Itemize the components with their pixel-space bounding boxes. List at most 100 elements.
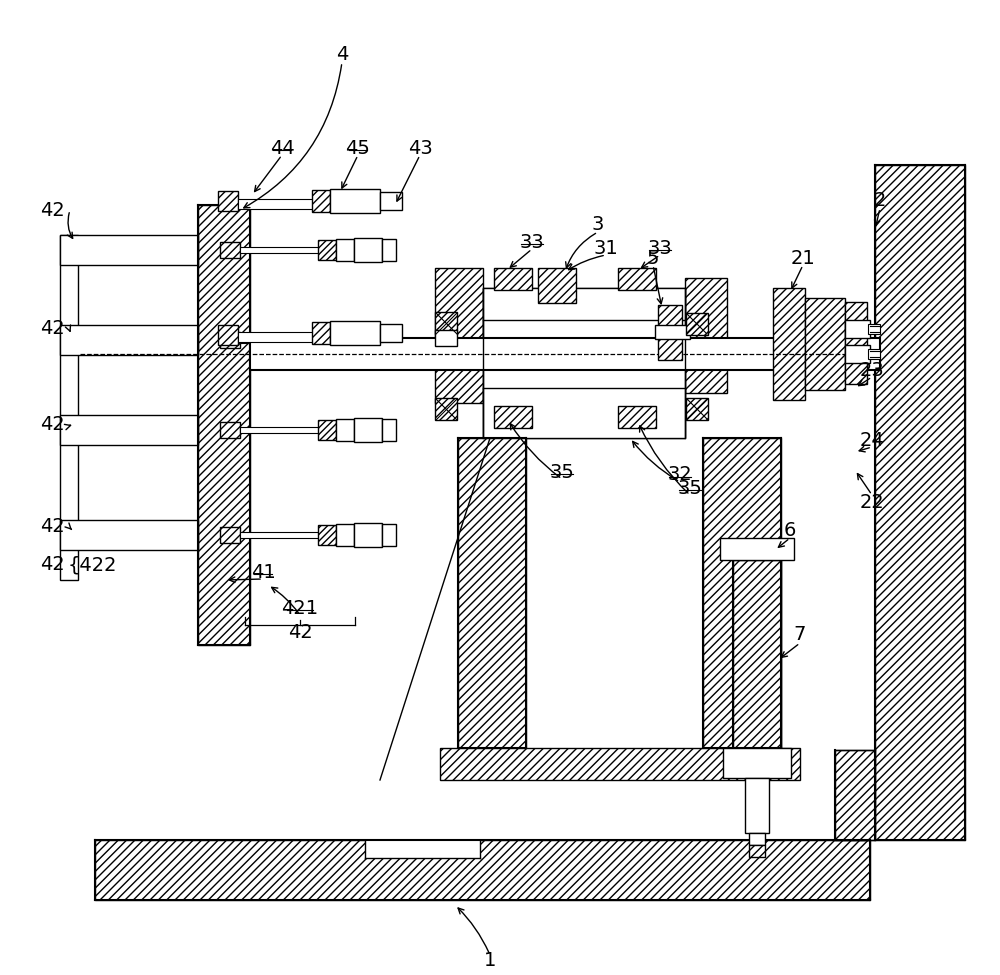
- Bar: [318, 330, 336, 350]
- Bar: [618, 406, 656, 428]
- Bar: [354, 523, 382, 547]
- Text: 7: 7: [794, 626, 806, 644]
- Text: 24: 24: [860, 431, 884, 449]
- Bar: [354, 418, 382, 442]
- Bar: [330, 189, 380, 213]
- Bar: [745, 778, 769, 833]
- Bar: [60, 415, 198, 445]
- Text: 45: 45: [346, 138, 370, 158]
- Text: 5: 5: [647, 249, 659, 267]
- Bar: [483, 288, 685, 338]
- Text: 42: 42: [40, 518, 64, 536]
- Text: 35: 35: [550, 462, 574, 482]
- Text: 1: 1: [484, 951, 496, 969]
- Text: 41: 41: [251, 563, 275, 581]
- Bar: [354, 238, 382, 262]
- Bar: [218, 325, 238, 345]
- Text: 31: 31: [594, 239, 618, 257]
- Text: 421: 421: [281, 599, 319, 617]
- Bar: [440, 748, 800, 780]
- Bar: [483, 288, 685, 438]
- Bar: [382, 419, 396, 441]
- Text: 33: 33: [520, 232, 544, 252]
- Bar: [336, 329, 354, 351]
- Text: 43: 43: [408, 138, 432, 158]
- Text: 42: 42: [40, 556, 64, 574]
- Bar: [240, 247, 375, 253]
- Bar: [238, 332, 383, 342]
- Bar: [703, 438, 781, 748]
- Bar: [618, 268, 656, 290]
- Bar: [60, 520, 198, 550]
- Bar: [354, 328, 382, 352]
- Bar: [336, 524, 354, 546]
- Bar: [382, 329, 396, 351]
- Text: {422: {422: [68, 556, 118, 574]
- Bar: [60, 235, 78, 580]
- Bar: [805, 298, 845, 390]
- Bar: [336, 419, 354, 441]
- Bar: [458, 438, 526, 748]
- Bar: [868, 349, 880, 359]
- Bar: [686, 313, 708, 335]
- Text: 42: 42: [40, 201, 64, 219]
- Bar: [686, 398, 708, 420]
- Text: 4: 4: [336, 46, 348, 64]
- Bar: [685, 278, 727, 393]
- Bar: [220, 242, 240, 258]
- Text: 2: 2: [874, 190, 886, 210]
- Text: 42: 42: [288, 623, 312, 643]
- Bar: [95, 840, 870, 900]
- Bar: [60, 235, 198, 265]
- Bar: [494, 406, 532, 428]
- Bar: [723, 748, 791, 778]
- Bar: [312, 322, 330, 344]
- Bar: [733, 560, 781, 748]
- Bar: [435, 312, 457, 334]
- Bar: [318, 525, 336, 545]
- Bar: [868, 324, 880, 334]
- Text: 21: 21: [791, 249, 815, 267]
- Bar: [240, 427, 375, 433]
- Text: 35: 35: [678, 479, 702, 497]
- Text: 3: 3: [592, 215, 604, 235]
- Bar: [318, 420, 336, 440]
- Text: 32: 32: [668, 465, 692, 485]
- Bar: [380, 192, 402, 210]
- Text: 44: 44: [270, 138, 294, 158]
- Bar: [312, 190, 330, 212]
- Bar: [538, 268, 576, 303]
- Bar: [240, 532, 375, 538]
- Bar: [720, 538, 794, 560]
- Bar: [220, 422, 240, 438]
- Bar: [658, 305, 682, 360]
- Text: 23: 23: [860, 361, 884, 379]
- Text: 6: 6: [784, 521, 796, 539]
- Text: 33: 33: [648, 239, 672, 257]
- Bar: [380, 324, 402, 342]
- Bar: [845, 345, 870, 363]
- Bar: [749, 833, 765, 845]
- Text: 42: 42: [40, 319, 64, 337]
- Text: 42: 42: [40, 415, 64, 435]
- Bar: [655, 325, 690, 339]
- Bar: [483, 388, 685, 438]
- Bar: [198, 205, 250, 645]
- Bar: [220, 527, 240, 543]
- Bar: [238, 199, 383, 209]
- Bar: [435, 398, 457, 420]
- Bar: [336, 239, 354, 261]
- Bar: [250, 338, 880, 370]
- Bar: [875, 165, 965, 840]
- Bar: [845, 302, 867, 384]
- Bar: [749, 845, 765, 857]
- Bar: [845, 320, 870, 338]
- Bar: [435, 268, 483, 403]
- Bar: [835, 750, 875, 840]
- Bar: [60, 325, 198, 355]
- Bar: [220, 332, 240, 348]
- Bar: [240, 337, 375, 343]
- Bar: [773, 288, 805, 400]
- Bar: [365, 840, 480, 858]
- Text: 22: 22: [860, 492, 884, 512]
